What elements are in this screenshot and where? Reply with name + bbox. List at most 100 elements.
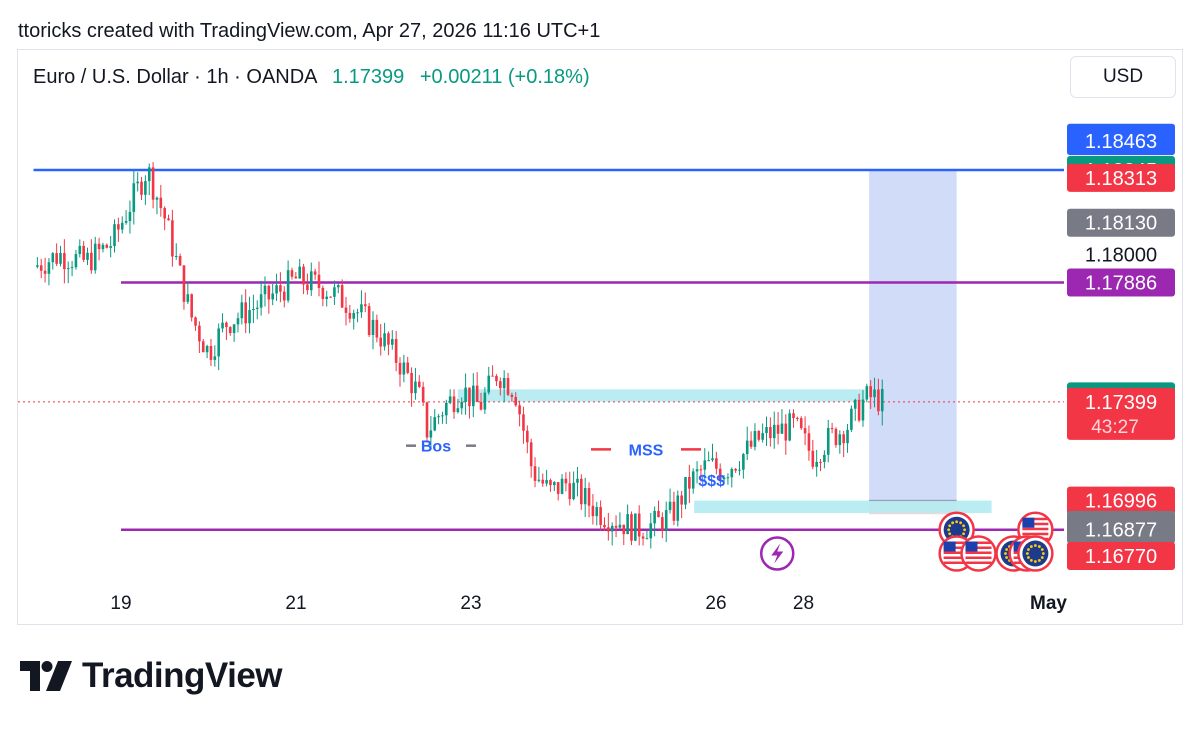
candle-body [414, 381, 417, 394]
candle-body [880, 388, 884, 412]
candle-body [90, 252, 93, 271]
us-stripe [1022, 517, 1049, 521]
candle-body [502, 378, 506, 389]
candle-body [294, 276, 298, 279]
candle-body [390, 339, 394, 345]
us-stripe [943, 561, 970, 564]
candle-body [560, 478, 564, 494]
candle-body [406, 362, 410, 373]
price-label-bg [1067, 515, 1175, 544]
candle-body [205, 346, 209, 353]
eu-star [1037, 545, 1041, 548]
candle-body [749, 440, 753, 447]
candle-body [738, 469, 741, 471]
candle-body [622, 524, 626, 535]
candle-body [846, 429, 849, 444]
candle-body [70, 267, 74, 269]
price-axis-label-4: 1.18130 [1067, 208, 1175, 237]
candle-body [367, 306, 371, 336]
candle-body [340, 285, 344, 308]
candle-body [595, 507, 599, 517]
candle-body [645, 538, 649, 540]
candle-body [55, 253, 58, 264]
candle-body [819, 461, 822, 463]
x-tick-label-3: 26 [705, 593, 726, 614]
candle-body [306, 284, 309, 291]
position-target-zone [869, 170, 957, 501]
candle-body [417, 381, 421, 387]
eu-star [955, 520, 959, 524]
candle-body [290, 270, 294, 277]
candle-body [583, 488, 587, 505]
candle-body [286, 270, 290, 301]
candle-body [113, 224, 116, 247]
candle-body [379, 337, 383, 347]
candle-body [796, 418, 799, 420]
candle-body [661, 517, 664, 531]
candle-body [526, 430, 529, 443]
candle-body [159, 197, 163, 209]
candle-body [780, 423, 784, 434]
candle-body [591, 505, 595, 517]
candle-body [163, 208, 166, 219]
candle-body [267, 285, 271, 300]
currency-button[interactable]: USD [1070, 56, 1176, 98]
eu-star [1005, 548, 1008, 551]
candle-body [634, 513, 637, 541]
tradingview-logo[interactable]: TradingView [20, 656, 283, 696]
candle-body [109, 246, 112, 248]
candle-body [564, 478, 568, 484]
candle-body [811, 450, 815, 467]
candle-body [684, 476, 687, 505]
event-bolt-icon [760, 536, 795, 571]
candle-body [549, 480, 552, 486]
candle-body [657, 510, 660, 518]
annotation-1: MSS [629, 442, 664, 459]
candle-body [387, 333, 390, 345]
candle-body [51, 253, 55, 263]
eu-star [1027, 548, 1030, 551]
candle-body [630, 514, 633, 541]
candle-body [259, 294, 263, 308]
price-axis-label-3: 1.18313 [1067, 163, 1175, 192]
eu-star [1029, 545, 1033, 548]
candle-body [124, 220, 128, 223]
candle-body [186, 294, 190, 302]
candle-body [803, 428, 807, 434]
candle-body [641, 536, 645, 539]
price-label-text: 1.17399 [1085, 392, 1157, 414]
candle-body [572, 482, 575, 500]
candle-body [190, 294, 193, 318]
candle-body [533, 466, 537, 481]
candle-body [232, 324, 236, 334]
candle-body [325, 296, 329, 300]
eu-star [1040, 556, 1044, 559]
candle-body [637, 513, 641, 537]
us-stripe [965, 556, 992, 559]
candle-body [618, 524, 622, 528]
eu-star [962, 524, 965, 528]
eu-star [948, 532, 952, 536]
x-tick-label-2: 23 [460, 593, 481, 614]
brand-name: TradingView [82, 656, 283, 695]
eu-star [1033, 560, 1037, 563]
candle-body [105, 244, 109, 248]
price-label-bg [1067, 268, 1175, 297]
candle-body [553, 482, 556, 486]
candle-body [117, 224, 120, 230]
candle-body [228, 327, 232, 334]
eu-flag-field [1022, 540, 1049, 567]
eu-star [948, 524, 952, 528]
candle-body [799, 418, 803, 429]
candle-body [217, 328, 220, 357]
plot-area: Bos MSS $$$ [18, 162, 1064, 572]
candle-body [691, 471, 695, 489]
candle-body [194, 317, 197, 326]
candle-body [120, 222, 124, 230]
candle-body [668, 501, 672, 511]
price-label-text: 1.18000 [1085, 245, 1157, 267]
candle-body [730, 468, 734, 478]
candle-body [653, 510, 656, 524]
candle-body [213, 356, 217, 360]
